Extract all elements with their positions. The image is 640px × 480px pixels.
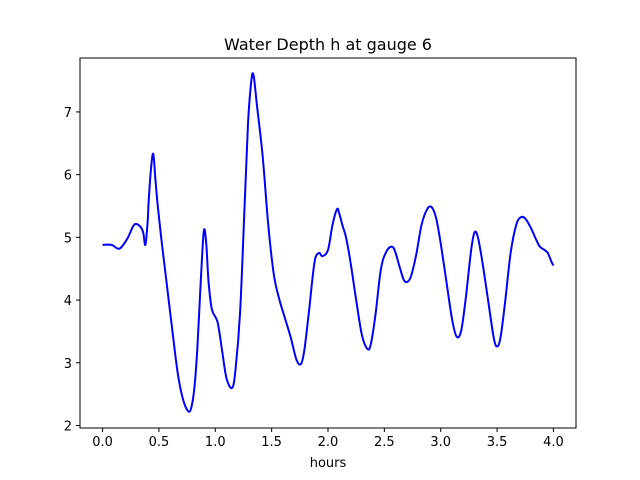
x-tick-label: 3.5	[487, 435, 508, 450]
x-tick-label: 4.0	[543, 435, 564, 450]
y-tick-label: 2	[64, 419, 72, 434]
x-tick-label: 0.5	[149, 435, 170, 450]
x-tick-label: 1.5	[261, 435, 282, 450]
y-tick-label: 5	[64, 231, 72, 246]
chart-title: Water Depth h at gauge 6	[224, 35, 432, 54]
x-tick-label: 3.0	[430, 435, 451, 450]
x-tick-label: 2.5	[374, 435, 395, 450]
x-tick-label: 0.0	[92, 435, 113, 450]
y-tick-label: 3	[64, 357, 72, 372]
series-line-water-depth	[102, 72, 555, 413]
x-axis-label: hours	[310, 456, 347, 471]
x-tick-label: 2.0	[318, 435, 339, 450]
x-tick-label: 1.0	[205, 435, 226, 450]
y-tick-label: 4	[64, 294, 72, 309]
y-tick-label: 7	[64, 106, 72, 121]
plot-frame	[79, 57, 577, 429]
y-tick-label: 6	[64, 169, 72, 184]
axis-ticks: 0.0 0.5 1.0 1.5 2.0 2.5 3.0 3.5 4.0 2 3 4 5 6 7	[64, 106, 564, 450]
plot-area	[102, 72, 555, 413]
